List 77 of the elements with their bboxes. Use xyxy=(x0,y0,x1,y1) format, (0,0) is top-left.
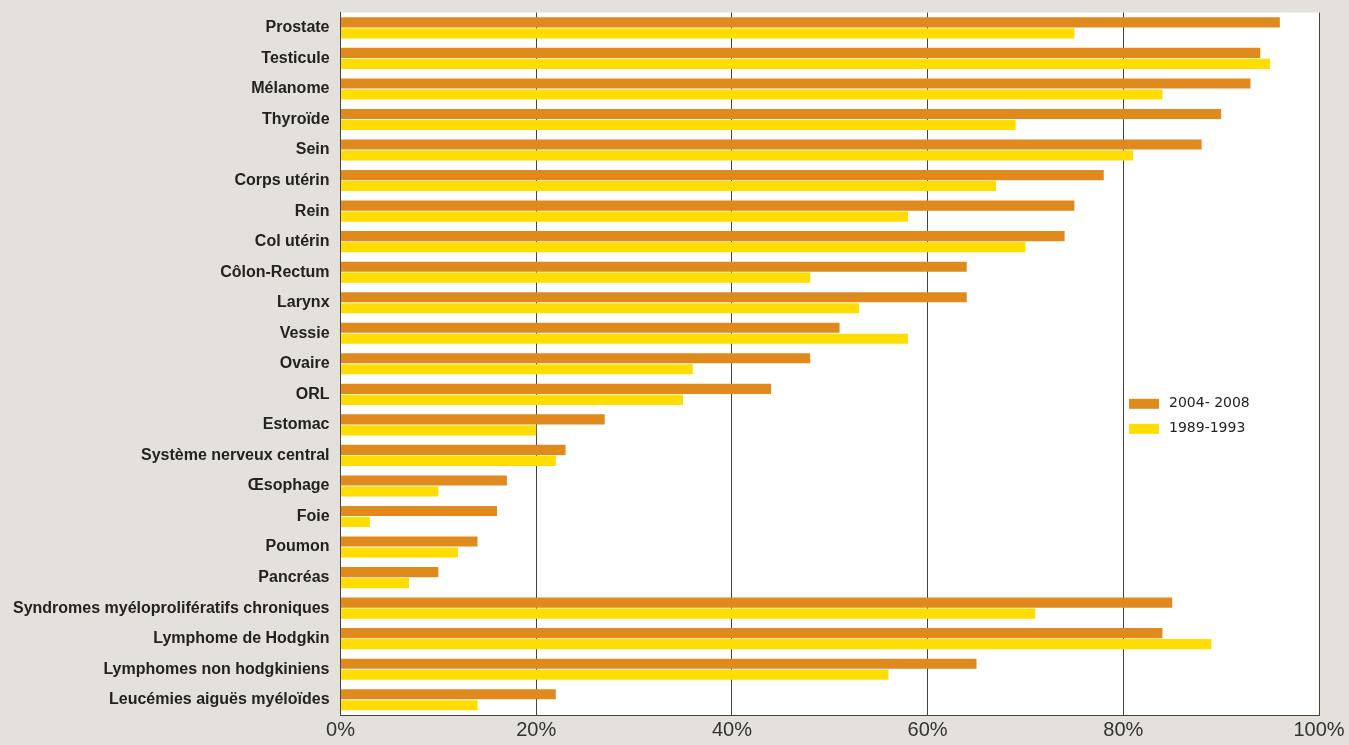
bar xyxy=(341,444,566,455)
bar xyxy=(341,139,1202,150)
bar xyxy=(341,200,1075,211)
bar xyxy=(341,547,458,558)
x-tick-label: 0% xyxy=(326,717,356,740)
bar xyxy=(341,261,967,272)
bar xyxy=(341,516,370,528)
bar xyxy=(341,242,1026,253)
y-tick-label: Testicule xyxy=(261,48,330,66)
bar xyxy=(341,505,498,517)
y-tick-label: Vessie xyxy=(279,323,330,341)
bar xyxy=(341,353,811,364)
bar xyxy=(341,181,997,192)
bar xyxy=(341,150,1134,161)
x-tick-label: 40% xyxy=(711,717,753,740)
bar xyxy=(341,414,605,425)
bar xyxy=(341,78,1251,89)
bar xyxy=(341,455,556,466)
bar xyxy=(341,536,478,547)
bar xyxy=(341,322,840,333)
bar xyxy=(341,211,909,222)
y-tick-label: Corps utérin xyxy=(234,170,330,188)
y-tick-label: Syndromes myéloprolifératifs chroniques xyxy=(12,598,330,616)
y-tick-label: Côlon-Rectum xyxy=(220,262,330,280)
y-tick-label: Prostate xyxy=(265,18,330,36)
bar xyxy=(341,394,683,405)
bar xyxy=(341,608,1036,619)
y-tick-label: ORL xyxy=(295,384,330,402)
bar xyxy=(341,700,478,711)
x-tick-label: 100% xyxy=(1293,717,1345,740)
y-tick-label: Sein xyxy=(295,140,330,158)
bar xyxy=(341,231,1065,242)
bar xyxy=(341,689,556,700)
bar xyxy=(341,333,909,344)
y-tick-label: Lymphome de Hodgkin xyxy=(153,629,330,647)
y-tick-label: Foie xyxy=(296,506,330,524)
legend-label: 2004- 2008 xyxy=(1169,394,1250,411)
bar xyxy=(341,108,1222,120)
y-tick-label: Ovaire xyxy=(279,354,330,372)
y-tick-label: Larynx xyxy=(277,293,330,311)
bar xyxy=(341,628,1163,639)
bar xyxy=(341,364,693,375)
bar xyxy=(341,639,1212,650)
x-tick-label: 60% xyxy=(907,717,948,740)
legend-label: 1989-1993 xyxy=(1169,419,1246,436)
y-tick-label: Mélanome xyxy=(251,79,330,97)
bar xyxy=(341,58,1271,69)
bar xyxy=(341,47,1261,58)
y-tick-label: Col utérin xyxy=(254,232,330,250)
bar xyxy=(341,383,772,394)
y-tick-label: Lymphomes non hodgkiniens xyxy=(103,659,330,677)
bar xyxy=(341,272,811,283)
x-tick-label: 80% xyxy=(1103,717,1144,740)
bar xyxy=(341,669,889,680)
y-tick-label: Œsophage xyxy=(247,476,330,494)
bar xyxy=(341,89,1163,100)
bar xyxy=(341,567,439,578)
bar xyxy=(341,486,439,497)
bar xyxy=(341,597,1173,608)
bar xyxy=(341,578,410,589)
y-tick-label: Estomac xyxy=(262,415,330,433)
bar xyxy=(341,119,1016,131)
y-tick-label: Rein xyxy=(294,201,330,219)
bar xyxy=(341,475,507,486)
bar xyxy=(341,658,977,669)
x-tick-label: 20% xyxy=(516,717,557,740)
bar xyxy=(341,170,1104,181)
bar xyxy=(341,303,860,314)
bar xyxy=(341,17,1280,28)
y-tick-label: Poumon xyxy=(265,537,330,555)
y-tick-label: Leucémies aiguës myéloïdes xyxy=(108,690,330,708)
y-tick-label: Thyroïde xyxy=(261,109,330,127)
y-tick-label: Système nerveux central xyxy=(140,445,330,463)
y-tick-label: Pancréas xyxy=(258,567,330,585)
bar xyxy=(341,425,537,436)
bar xyxy=(341,292,967,303)
bar xyxy=(341,28,1075,39)
